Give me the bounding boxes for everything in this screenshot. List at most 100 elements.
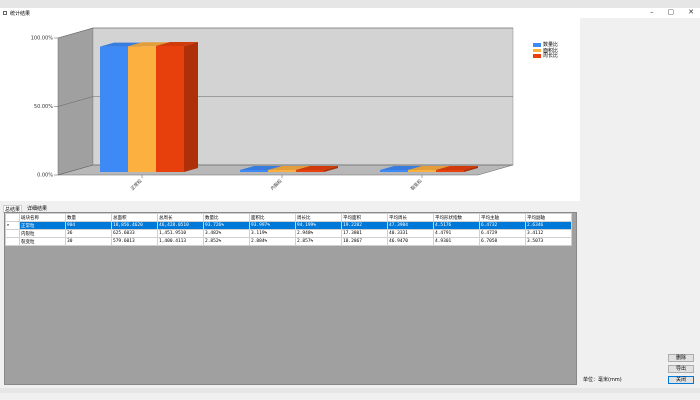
table-cell[interactable]: 47.3984	[387, 221, 434, 230]
table-cell[interactable]: 2.884%	[249, 237, 296, 246]
table-cell[interactable]: 904	[65, 221, 112, 230]
maximize-button[interactable]: ▢	[667, 8, 675, 16]
legend-item: 周长比	[533, 53, 558, 59]
gridline	[57, 27, 513, 39]
table-cell[interactable]: 裂变粒	[19, 237, 66, 246]
table-cell[interactable]: 625.6033	[111, 229, 158, 238]
table-cell[interactable]: 2.852%	[203, 237, 250, 246]
column-header[interactable]: 总面积	[111, 213, 158, 222]
table-cell[interactable]: 6.7058	[479, 237, 526, 246]
y-tick-label: 100.00%	[31, 36, 53, 42]
column-header[interactable]: 面积比	[249, 213, 296, 222]
export-button[interactable]: 导出	[668, 365, 694, 373]
table-cell[interactable]: 3.482%	[203, 229, 250, 238]
table-cell[interactable]: 2.948%	[295, 229, 342, 238]
chart-legend: 数量比 面积比 周长比	[533, 42, 558, 59]
bar	[240, 170, 268, 172]
table-cell[interactable]: 19.2282	[341, 221, 388, 230]
table-cell[interactable]: 6.4732	[479, 221, 526, 230]
gridline	[57, 164, 513, 176]
y-tick-label: 50.00%	[34, 104, 53, 110]
table-cell[interactable]: 40.3331	[387, 229, 434, 238]
table-row[interactable]: ▸ 正常粒 904 18,856.4620 46,428.0510 93.726% 93.9…	[5, 221, 572, 230]
bar	[100, 46, 128, 172]
x-tick-label: 内裂粒	[269, 177, 284, 192]
close-window-button[interactable]: ✕	[688, 8, 694, 16]
tab-details[interactable]: 详细结果	[27, 206, 48, 212]
bar-side	[464, 166, 478, 172]
legend-label: 数量比	[543, 42, 559, 49]
title-bar: 统计结果 – ▢ ✕	[0, 8, 700, 18]
right-panel	[580, 18, 700, 390]
column-header[interactable]: 数量	[65, 213, 112, 222]
table-cell[interactable]: 46.9470	[387, 237, 434, 246]
table-cell[interactable]: 93.726%	[203, 221, 250, 230]
row-indicator[interactable]: ▸	[5, 221, 20, 230]
y-tick-label: 0.00%	[37, 173, 53, 179]
legend-item: 面积比	[533, 48, 558, 54]
minimize-button[interactable]: –	[650, 8, 654, 16]
legend-label: 面积比	[543, 47, 559, 54]
table-row[interactable]: 内裂粒 36 625.6033 1,451.9510 3.482% 3.119% 2.948…	[5, 229, 572, 238]
table-cell[interactable]: 4.9301	[433, 237, 480, 246]
table-cell[interactable]: 17.3801	[341, 229, 388, 238]
top-strip	[0, 0, 700, 8]
table-cell[interactable]: 2.6346	[525, 221, 572, 230]
column-header[interactable]: 平均面积	[341, 213, 388, 222]
bar	[296, 170, 324, 172]
result-tabs: 总结果 详细结果	[3, 205, 48, 213]
bar-side	[184, 41, 198, 172]
column-header[interactable]: 平均主轴	[479, 213, 526, 222]
unit-label: 单位：毫米(mm)	[583, 377, 622, 383]
bar	[436, 170, 464, 172]
column-header[interactable]: 数量比	[203, 213, 250, 222]
table-cell[interactable]: 1,400.4113	[157, 237, 204, 246]
table-cell[interactable]: 内裂粒	[19, 229, 66, 238]
gridline	[57, 96, 513, 107]
bar-top	[100, 42, 142, 47]
table-cell[interactable]: 30	[65, 237, 112, 246]
table-row[interactable]: 裂变粒 30 579.6013 1,400.4113 2.852% 2.884% 2.857…	[5, 237, 572, 246]
bar	[128, 46, 156, 173]
column-header[interactable]: 周长比	[295, 213, 342, 222]
table-cell[interactable]: 4.4791	[433, 229, 480, 238]
header-row: 斑块名称 数量 总面积 总周长 数量比 面积比 周长比 平均面积 平均周长 平均形状指数 平均主轴平…	[5, 213, 572, 222]
table-cell[interactable]: 2.857%	[295, 237, 342, 246]
window-title: 统计结果	[10, 10, 31, 17]
table-cell[interactable]: 4.5176	[433, 221, 480, 230]
close-button[interactable]: 关闭	[668, 376, 694, 384]
table-cell[interactable]: 18,856.4620	[111, 221, 158, 230]
column-header[interactable]: 总周长	[157, 213, 204, 222]
table-cell[interactable]: 36	[65, 229, 112, 238]
table-cell[interactable]: 3.5073	[525, 237, 572, 246]
column-header[interactable]: 平均周长	[387, 213, 434, 222]
delete-button[interactable]: 删除	[668, 354, 694, 362]
bar	[380, 170, 408, 172]
row-indicator[interactable]	[5, 237, 20, 246]
column-header[interactable]: 斑块名称	[19, 213, 66, 222]
results-grid: 斑块名称 数量 总面积 总周长 数量比 面积比 周长比 平均面积 平均周长 平均形状指数 平均主轴平…	[4, 212, 577, 385]
table-cell[interactable]: 46,428.0510	[157, 221, 204, 230]
bar-top	[156, 41, 198, 46]
table-cell[interactable]: 94.199%	[295, 221, 342, 230]
bar	[268, 170, 296, 172]
x-tick-label: 正常粒	[129, 177, 144, 192]
table-cell[interactable]: 1,451.9510	[157, 229, 204, 238]
legend-swatch	[533, 48, 541, 52]
tab-summary[interactable]: 总结果	[3, 205, 23, 213]
table-cell[interactable]: 579.6013	[111, 237, 158, 246]
legend-swatch	[533, 43, 541, 47]
horizontal-scrollbar[interactable]	[0, 388, 700, 393]
table-cell[interactable]: 3.4112	[525, 229, 572, 238]
table-cell[interactable]: 6.4729	[479, 229, 526, 238]
x-tick-label: 裂变粒	[409, 177, 424, 192]
bar	[156, 45, 184, 172]
table-cell[interactable]: 18.2867	[341, 237, 388, 246]
column-header[interactable]: 平均形状指数	[433, 213, 480, 222]
table-cell[interactable]: 93.997%	[249, 221, 296, 230]
table-cell[interactable]: 正常粒	[19, 221, 66, 230]
table-cell[interactable]: 3.119%	[249, 229, 296, 238]
column-header[interactable]: 平均副轴	[525, 213, 572, 222]
legend-swatch	[533, 54, 541, 58]
row-indicator[interactable]	[5, 229, 20, 238]
